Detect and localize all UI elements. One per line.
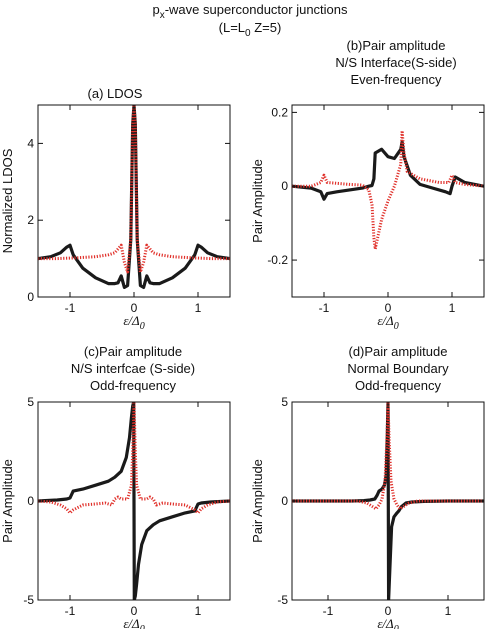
panel-c-title-line-2: Odd-frequency [90,378,176,393]
panel-c-ylabel: Pair Amplitude [0,459,15,543]
panel-d-title-line-2: Odd-frequency [355,378,441,393]
panel-a-series-group [38,105,230,289]
panel-b-ytick-label-0: -0.2 [267,253,288,267]
panel-b-title-line-1: N/S Interface(S-side) [335,55,456,70]
panel-b-xlabel: ε/Δ0 [377,313,398,332]
panel-d-series-group [292,402,484,600]
panel-d-title-line-0: (d)Pair amplitude [349,344,448,359]
panel-c-title-line-1: N/S interfcae (S-side) [71,361,195,376]
panel-a-title-line-0: (a) LDOS [88,86,143,101]
panel-a: (a) LDOS -1 0 1 0 2 4 ε/Δ0 Normalized LDOS [0,86,231,332]
panel-d-xtick-label-2: 1 [445,604,452,618]
panel-d-xtick-label-0: -1 [323,604,334,618]
panel-b-series-group [292,129,484,251]
panel-b-series-red [292,129,484,251]
panel-b-xtick-label-1: 0 [385,301,392,315]
panel-d-ytick-label-1: 0 [281,494,288,508]
panel-c-xtick-label-1: 0 [131,604,138,618]
panel-b-ylabel: Pair Amplitude [250,159,265,243]
panel-c-ytick-label-1: 0 [27,494,34,508]
panel-a-series-black [38,105,230,289]
panel-d: (d)Pair amplitude Normal Boundary Odd-freq… [250,344,485,629]
panel-b-ytick-label-2: 0.2 [271,105,288,119]
panel-a-ytick-label-1: 2 [27,213,34,227]
panel-c: (c)Pair amplitude N/S interfcae (S-side) O… [0,344,231,629]
panel-b-xtick-label-2: 1 [449,301,456,315]
panel-d-ylabel: Pair Amplitude [250,459,265,543]
panel-c-series-red [38,402,230,515]
panel-c-series-group [38,402,230,600]
panel-b-frame [291,104,485,298]
panel-a-ylabel: Normalized LDOS [0,148,15,253]
panel-c-ytick-label-0: -5 [23,593,34,607]
panel-a-ytick-label-2: 4 [27,136,34,150]
panel-d-ytick-label-2: 5 [281,395,288,409]
panel-b-xtick-label-0: -1 [319,301,330,315]
panel-d-xlabel: ε/Δ0 [377,616,398,629]
panel-d-xtick-label-1: 0 [385,604,392,618]
panel-c-xlabel: ε/Δ0 [123,616,144,629]
figure-title: px-wave superconductor junctions [152,2,348,21]
panel-c-series-black [38,402,230,600]
panel-b-title-line-0: (b)Pair amplitude [347,38,446,53]
panel-b-series-black [292,140,484,201]
panel-d-series-black [292,402,484,600]
panel-b: (b)Pair amplitude N/S Interface(S-side) Ev… [250,38,485,332]
panel-c-xtick-label-0: -1 [65,604,76,618]
panel-a-xtick-label-0: -1 [65,301,76,315]
panel-a-series-red [38,105,230,274]
panel-d-ytick-label-0: -5 [277,593,288,607]
panel-a-xlabel: ε/Δ0 [123,313,144,332]
panel-b-title-line-2: Even-frequency [350,72,442,87]
figure-subtitle: (L=L0 Z=5) [219,20,282,39]
panel-a-ytick-label-0: 0 [27,290,34,304]
panel-d-title-line-1: Normal Boundary [347,361,449,376]
panel-a-xtick-label-2: 1 [195,301,202,315]
panel-c-xtick-label-2: 1 [195,604,202,618]
panel-b-ytick-label-1: 0 [281,179,288,193]
panel-a-xtick-label-1: 0 [131,301,138,315]
panel-c-title-line-0: (c)Pair amplitude [84,344,182,359]
panel-c-ytick-label-2: 5 [27,395,34,409]
